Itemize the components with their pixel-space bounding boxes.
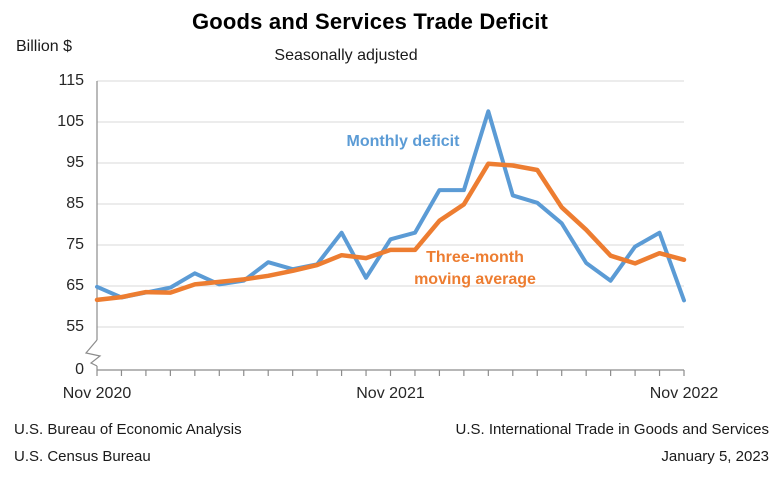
y-axis-unit-label: Billion $	[16, 38, 73, 55]
x-tick-label: Nov 2022	[649, 385, 719, 402]
y-tick-label: 105	[57, 113, 84, 130]
series-label-three-month-moving-average: Three-month moving average	[414, 249, 536, 288]
source-bea: U.S. Bureau of Economic Analysis	[14, 421, 242, 438]
y-tick-label: 75	[66, 236, 84, 253]
y-tick-label: 95	[66, 154, 84, 171]
y-tick-label: 85	[66, 195, 84, 212]
x-tick-label: Nov 2021	[356, 385, 425, 402]
source-census: U.S. Census Bureau	[14, 448, 151, 465]
series-label-monthly-deficit: Monthly deficit	[346, 133, 460, 150]
three-month-moving-average-line	[94, 161, 687, 303]
axis-break-icon	[84, 339, 102, 367]
chart-subtitle: Seasonally adjusted	[274, 47, 418, 64]
chart-title: Goods and Services Trade Deficit	[191, 9, 549, 34]
report-name: U.S. International Trade in Goods and Se…	[455, 421, 769, 438]
y-tick-label: 55	[66, 318, 84, 335]
y-tick-label: 115	[58, 72, 84, 89]
monthly-deficit-line	[95, 109, 686, 303]
x-tick-label: Nov 2020	[62, 385, 132, 402]
y-tick-label: 65	[66, 277, 84, 294]
release-date: January 5, 2023	[661, 448, 769, 465]
y-tick-label: 0	[75, 361, 84, 378]
